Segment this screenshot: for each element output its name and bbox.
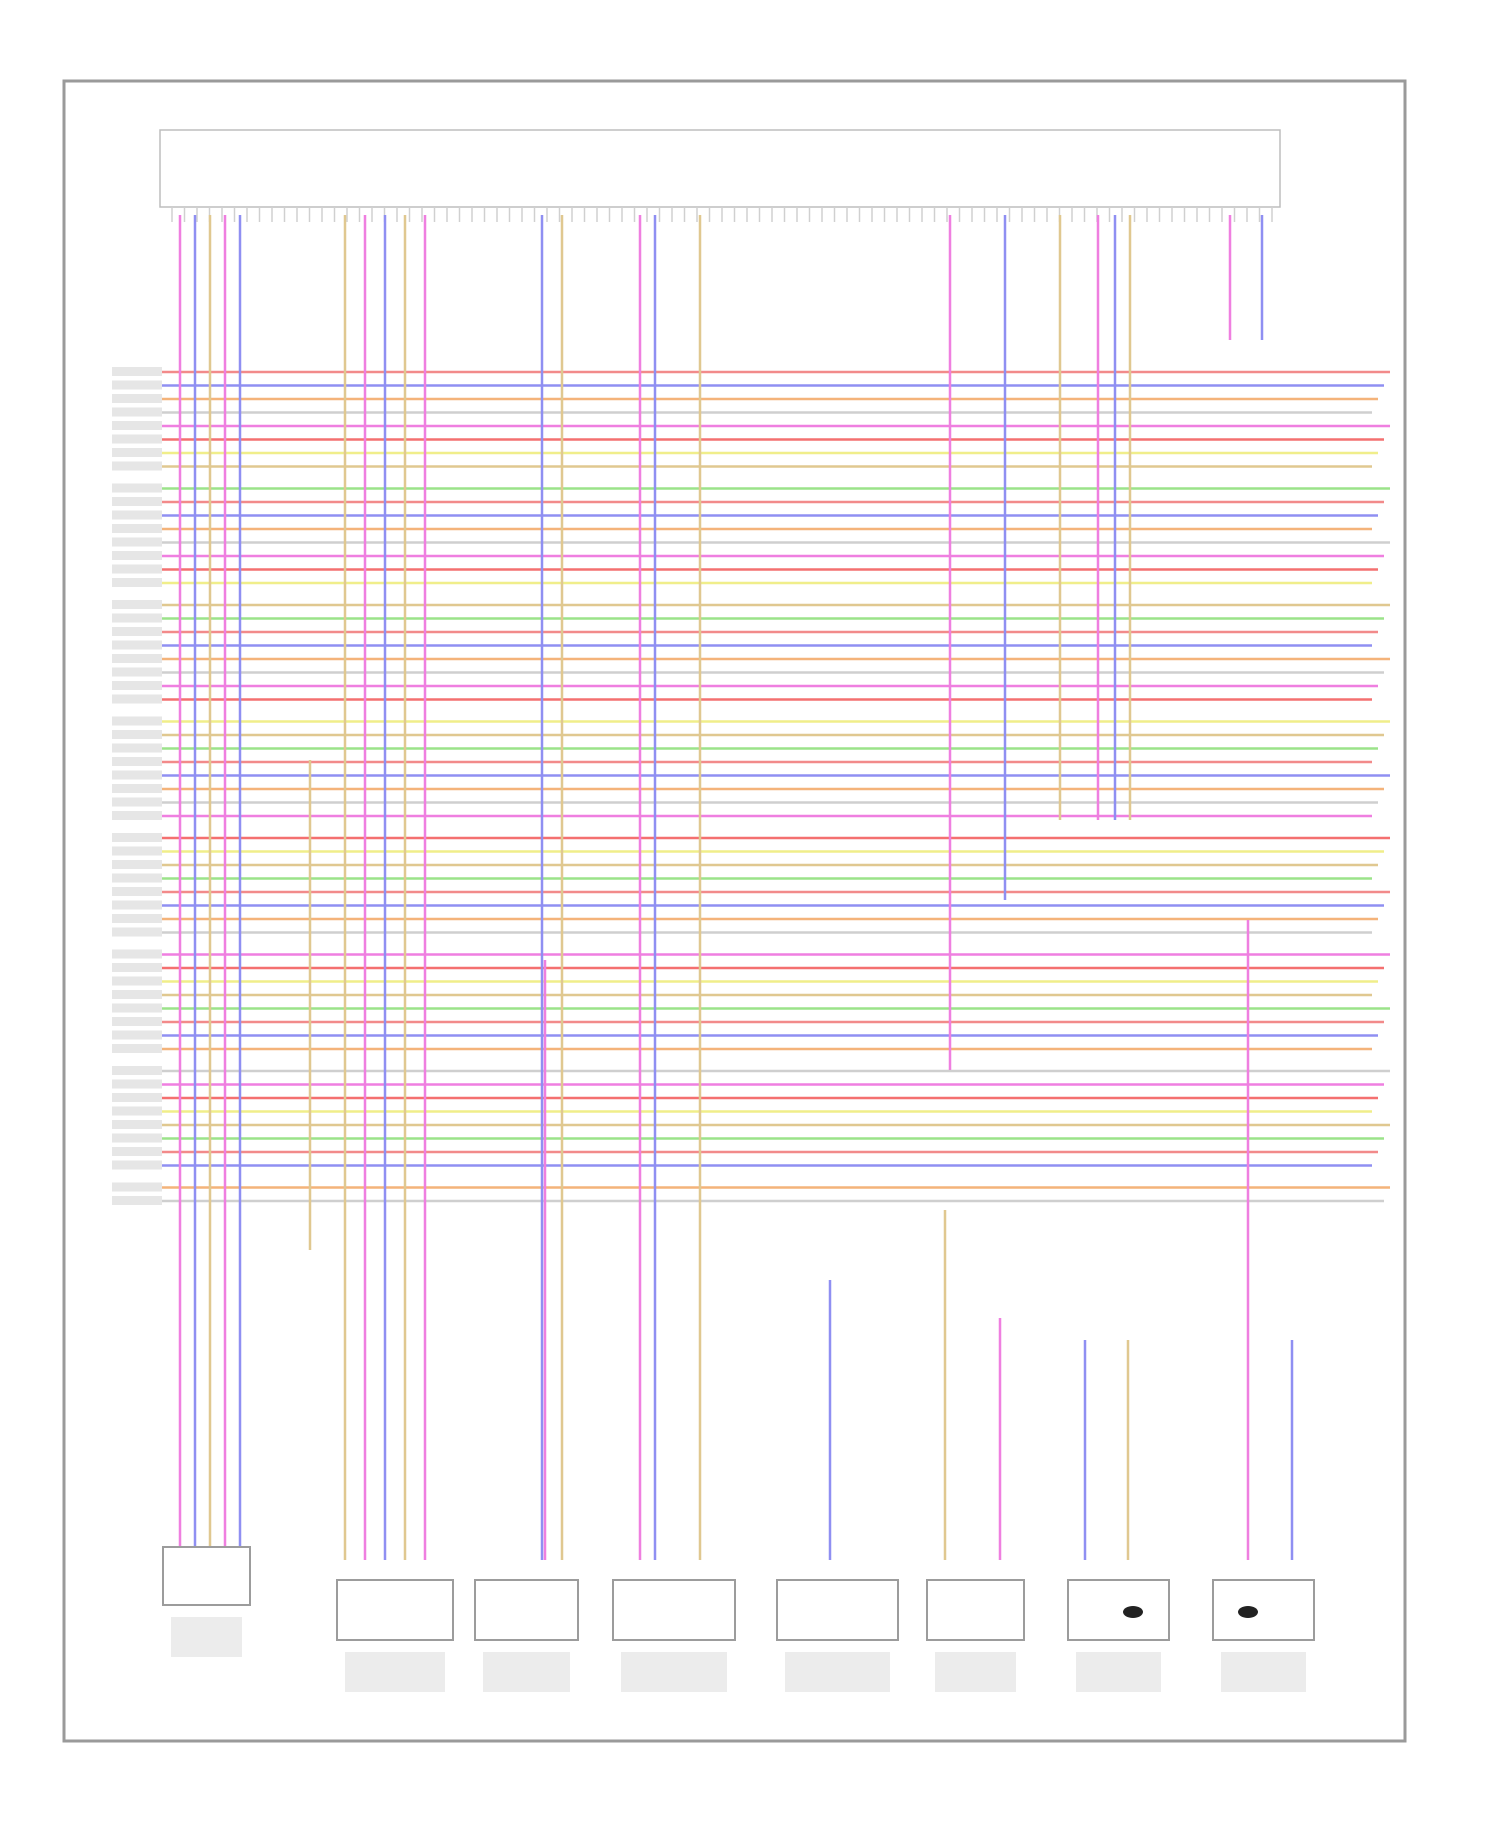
component (612, 1579, 736, 1641)
pin-label (112, 627, 162, 636)
pin-label (112, 1066, 162, 1075)
pin-label (112, 1017, 162, 1026)
pin-label (112, 461, 162, 471)
pin-label (112, 483, 162, 493)
component-caption (1076, 1652, 1161, 1692)
pin-label (112, 860, 162, 869)
pin-label (112, 1133, 162, 1143)
pin-label (112, 1106, 162, 1116)
pin-label (112, 784, 162, 793)
pin-label (112, 654, 162, 663)
pin-label (112, 990, 162, 999)
pin-label (112, 1093, 162, 1102)
component-caption (483, 1652, 570, 1692)
pin-label (112, 407, 162, 417)
pin-label (112, 497, 162, 506)
pin-label (112, 421, 162, 430)
component (1212, 1579, 1315, 1641)
pin-label (112, 757, 162, 766)
sensor-element (1238, 1606, 1258, 1618)
pin-label (112, 1182, 162, 1192)
component (926, 1579, 1025, 1641)
pin-label (112, 833, 162, 842)
pin-label (112, 551, 162, 560)
component-caption (171, 1617, 242, 1657)
pin-label (112, 1196, 162, 1205)
pin-label (112, 730, 162, 739)
component-caption (935, 1652, 1016, 1692)
pin-label (112, 976, 162, 986)
pin-label (112, 1079, 162, 1089)
pin-label (112, 1160, 162, 1170)
component-caption (621, 1652, 727, 1692)
pin-label (112, 873, 162, 883)
pin-label (112, 914, 162, 923)
pin-label (112, 949, 162, 959)
component (162, 1546, 251, 1606)
pin-label (112, 394, 162, 403)
pin-label (112, 537, 162, 547)
pin-label (112, 963, 162, 972)
pin-label (112, 1147, 162, 1156)
pin-label (112, 667, 162, 677)
pin-label (112, 578, 162, 587)
pin-label (112, 564, 162, 574)
wires (112, 207, 1390, 1565)
pin-label (112, 743, 162, 753)
pin-label (112, 1003, 162, 1013)
component-caption (785, 1652, 890, 1692)
pin-label (112, 797, 162, 807)
component (474, 1579, 579, 1641)
pin-label (112, 811, 162, 820)
component (1067, 1579, 1170, 1641)
pin-label (112, 846, 162, 856)
pin-label (112, 640, 162, 650)
components (162, 1546, 1315, 1692)
frame (62, 79, 1407, 1743)
pin-label (112, 716, 162, 726)
pin-label (112, 900, 162, 910)
component (776, 1579, 899, 1641)
pin-label (112, 1044, 162, 1053)
pin-label (112, 380, 162, 390)
pin-label (112, 694, 162, 704)
pin-label (112, 681, 162, 690)
pin-label (112, 1120, 162, 1129)
sensor-element (1123, 1606, 1143, 1618)
pin-label (112, 887, 162, 896)
component (336, 1579, 454, 1641)
pin-label (112, 510, 162, 520)
pin-label (112, 524, 162, 533)
component-caption (1221, 1652, 1306, 1692)
pin-label (112, 600, 162, 609)
pin-label (112, 448, 162, 457)
pin-label (112, 927, 162, 937)
pin-label (112, 613, 162, 623)
pin-label (112, 367, 162, 376)
component-caption (345, 1652, 445, 1692)
pin-label (112, 770, 162, 780)
pin-label (112, 1030, 162, 1040)
pin-label (112, 434, 162, 444)
ecm-connector (159, 129, 1281, 208)
